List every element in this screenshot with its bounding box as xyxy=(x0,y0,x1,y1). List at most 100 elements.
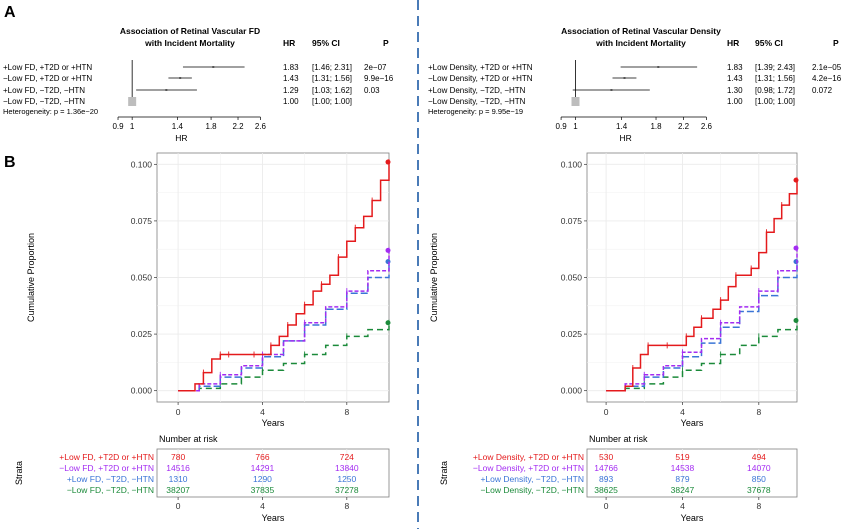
series-end-marker-red xyxy=(385,159,391,165)
x-tick-label: 4 xyxy=(680,407,685,417)
risk-row-label: +Low Density, +T2D or +HTN xyxy=(473,452,584,462)
forest-hr-value: 1.83 xyxy=(283,63,299,72)
risk-x-tick-label: 0 xyxy=(604,501,609,511)
forest-x-tick-label: 2.2 xyxy=(232,122,244,131)
risk-table-panel xyxy=(156,448,390,498)
risk-value: 14516 xyxy=(166,463,190,473)
series-line-green xyxy=(178,322,390,392)
forest-x-tick-label: 1 xyxy=(130,122,135,131)
forest-reference-box xyxy=(128,97,137,106)
forest-header-p: P xyxy=(833,38,839,48)
forest-x-tick-label: 2.6 xyxy=(255,122,267,131)
series-end-marker-purple xyxy=(793,245,799,251)
forest-point-box xyxy=(610,89,613,91)
y-axis-title: Cumulative Proportion xyxy=(429,233,439,322)
x-tick-label: 8 xyxy=(344,407,349,417)
forest-row-label: +Low Density, +T2D or +HTN xyxy=(428,63,533,72)
forest-header-ci: 95% CI xyxy=(755,38,783,48)
series-end-marker-red xyxy=(793,177,799,183)
risk-table-title: Number at risk xyxy=(159,434,218,444)
forest-p-value: 2.1e−05 xyxy=(812,63,842,72)
risk-value: 494 xyxy=(752,452,766,462)
series-end-marker-purple xyxy=(385,247,391,253)
forest-point-box xyxy=(165,89,168,91)
risk-value: 14070 xyxy=(747,463,771,473)
risk-value: 530 xyxy=(599,452,613,462)
series-line-red xyxy=(606,180,798,392)
risk-table-panel xyxy=(586,448,798,498)
risk-value: 14538 xyxy=(671,463,695,473)
risk-value: 37678 xyxy=(747,485,771,495)
forest-ci-value: [1.03; 1.62] xyxy=(312,86,352,95)
forest-ci-value: [1.31; 1.56] xyxy=(755,74,795,83)
forest-hr-value: 1.43 xyxy=(727,74,743,83)
forest-p-value: 4.2e−16 xyxy=(812,74,842,83)
risk-row-label: +Low FD, +T2D or +HTN xyxy=(59,452,154,462)
risk-row-label: +Low FD, −T2D, −HTN xyxy=(67,474,154,484)
risk-value: 1250 xyxy=(337,474,356,484)
risk-x-tick-label: 4 xyxy=(680,501,685,511)
forest-x-axis-title: HR xyxy=(175,133,187,143)
x-axis-title: Years xyxy=(262,418,285,428)
forest-x-tick-label: 1.4 xyxy=(172,122,184,131)
forest-header-hr: HR xyxy=(727,38,739,48)
x-tick-label: 4 xyxy=(260,407,265,417)
forest-title-line2: with Incident Mortality xyxy=(595,38,686,48)
x-tick-label: 8 xyxy=(756,407,761,417)
y-tick-label: 0.000 xyxy=(561,386,583,396)
forest-row-label: +Low Density, −T2D, −HTN xyxy=(428,86,526,95)
risk-value: 13840 xyxy=(335,463,359,473)
forest-x-tick-label: 1.4 xyxy=(616,122,628,131)
forest-title-line1: Association of Retinal Vascular FD xyxy=(120,26,260,36)
forest-row-label: −Low FD, −T2D, −HTN xyxy=(3,97,85,106)
forest-row-label: −Low Density, +T2D or +HTN xyxy=(428,74,533,83)
y-tick-label: 0.025 xyxy=(131,329,153,339)
risk-x-axis-title: Years xyxy=(262,513,285,523)
panel-label-a: A xyxy=(4,4,16,21)
forest-point-box xyxy=(212,66,215,68)
risk-value: 724 xyxy=(340,452,354,462)
forest-row-label: −Low Density, −T2D, −HTN xyxy=(428,97,526,106)
series-line-blue xyxy=(178,261,390,392)
forest-point-box xyxy=(179,77,182,79)
series-end-marker-green xyxy=(793,318,799,324)
forest-point-box xyxy=(657,66,660,68)
x-tick-label: 0 xyxy=(176,407,181,417)
forest-title-line1: Association of Retinal Vascular Density xyxy=(561,26,721,36)
forest-hr-value: 1.29 xyxy=(283,86,299,95)
x-tick-label: 0 xyxy=(604,407,609,417)
forest-x-tick-label: 1 xyxy=(573,122,578,131)
forest-ci-value: [1.00; 1.00] xyxy=(312,97,352,106)
forest-x-tick-label: 0.9 xyxy=(556,122,568,131)
forest-heterogeneity: Heterogeneity: p = 9.95e−19 xyxy=(428,107,523,116)
y-tick-label: 0.050 xyxy=(561,273,583,283)
risk-strata-title: Strata xyxy=(14,461,24,485)
y-tick-label: 0.075 xyxy=(131,216,153,226)
y-tick-label: 0.100 xyxy=(561,159,583,169)
y-tick-label: 0.050 xyxy=(131,273,153,283)
risk-row-label: −Low Density, −T2D, −HTN xyxy=(480,485,584,495)
risk-x-axis-title: Years xyxy=(681,513,704,523)
forest-reference-box xyxy=(571,97,580,106)
risk-value: 850 xyxy=(752,474,766,484)
panel-label-b: B xyxy=(4,154,16,171)
risk-row-label: −Low Density, +T2D or +HTN xyxy=(473,463,584,473)
y-tick-label: 0.075 xyxy=(561,216,583,226)
chart-layer: Association of Retinal Vascular FD with I… xyxy=(3,26,842,523)
y-tick-label: 0.100 xyxy=(131,159,153,169)
risk-value: 519 xyxy=(675,452,689,462)
forest-hr-value: 1.00 xyxy=(283,97,299,106)
forest-row-label: +Low FD, +T2D or +HTN xyxy=(3,63,92,72)
risk-table-title: Number at risk xyxy=(589,434,648,444)
forest-title-line2: with Incident Mortality xyxy=(144,38,235,48)
risk-x-tick-label: 8 xyxy=(756,501,761,511)
forest-heterogeneity: Heterogeneity: p = 1.36e−20 xyxy=(3,107,98,116)
risk-row-label: −Low FD, +T2D or +HTN xyxy=(59,463,154,473)
y-tick-label: 0.025 xyxy=(561,329,583,339)
forest-ci-value: [1.46; 2.31] xyxy=(312,63,352,72)
forest-x-tick-label: 1.8 xyxy=(650,122,662,131)
x-axis-title: Years xyxy=(681,418,704,428)
risk-value: 14766 xyxy=(594,463,618,473)
forest-point-box xyxy=(623,77,626,79)
